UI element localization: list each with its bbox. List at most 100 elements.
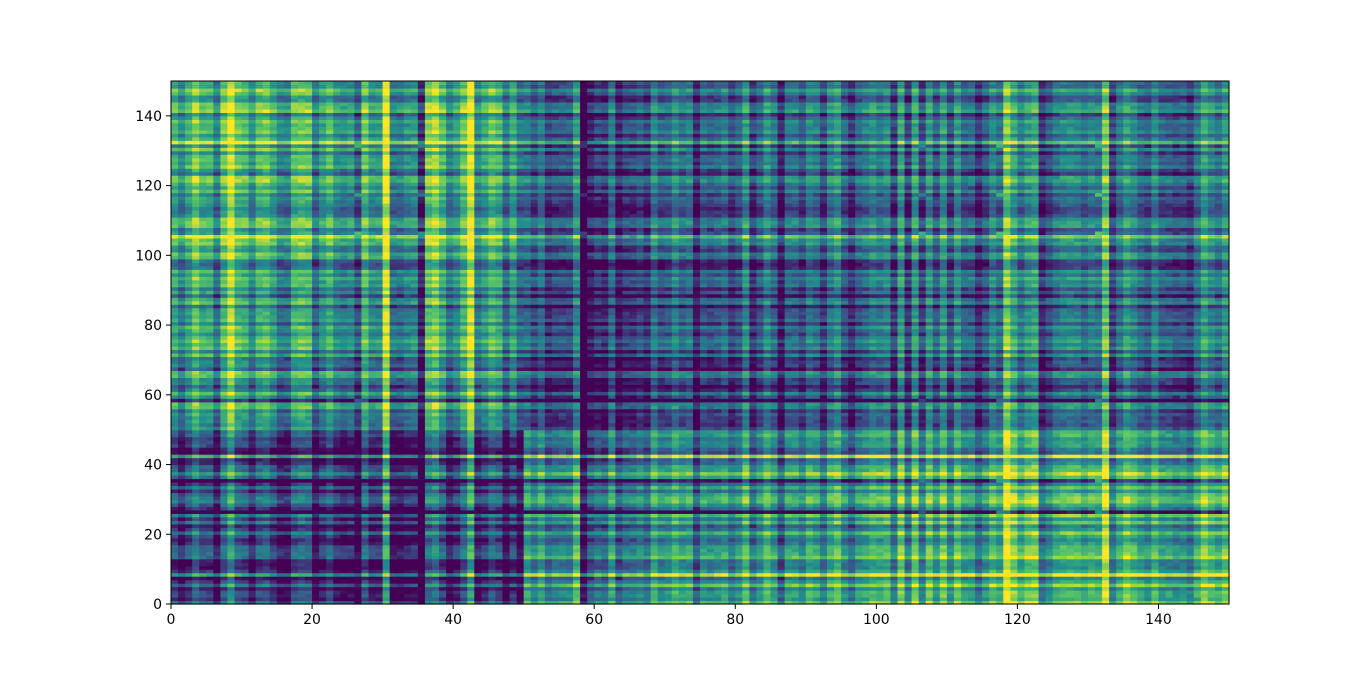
- heatmap-cell: [890, 534, 898, 538]
- heatmap-cell: [397, 513, 405, 517]
- heatmap-cell: [799, 569, 807, 573]
- heatmap-cell: [284, 489, 292, 493]
- heatmap-cell: [481, 541, 489, 545]
- heatmap-cell: [390, 538, 398, 542]
- heatmap-cell: [728, 489, 736, 493]
- heatmap-cell: [390, 566, 398, 570]
- heatmap-cell: [312, 489, 320, 493]
- heatmap-cell: [580, 492, 588, 496]
- heatmap-cell: [305, 573, 313, 577]
- heatmap-cell: [587, 583, 595, 587]
- heatmap-cell: [333, 587, 341, 591]
- heatmap-cell: [531, 531, 539, 535]
- heatmap-cell: [841, 541, 849, 545]
- heatmap-cell: [277, 527, 285, 531]
- heatmap-cell: [249, 492, 257, 496]
- heatmap-cell: [1102, 520, 1110, 524]
- heatmap-cell: [510, 513, 518, 517]
- heatmap-cell: [326, 545, 334, 549]
- heatmap-cell: [742, 583, 750, 587]
- heatmap-cell: [580, 499, 588, 503]
- heatmap-cell: [1130, 506, 1138, 510]
- heatmap-cell: [1194, 576, 1202, 580]
- heatmap-cell: [905, 538, 913, 542]
- heatmap-cell: [503, 517, 511, 521]
- heatmap-cell: [263, 513, 271, 517]
- heatmap-cell: [305, 594, 313, 598]
- heatmap-cell: [460, 496, 468, 500]
- heatmap-cell: [305, 555, 313, 559]
- heatmap-cell: [883, 524, 891, 528]
- heatmap-cell: [340, 534, 348, 538]
- heatmap-cell: [1201, 524, 1209, 528]
- heatmap-cell: [968, 524, 976, 528]
- heatmap-cell: [658, 555, 666, 559]
- heatmap-cell: [848, 566, 856, 570]
- heatmap-cell: [1123, 527, 1131, 531]
- heatmap-cell: [340, 569, 348, 573]
- heatmap-cell: [220, 587, 228, 591]
- heatmap-cell: [1151, 541, 1159, 545]
- heatmap-cell: [1194, 503, 1202, 507]
- heatmap-cell: [566, 587, 574, 591]
- heatmap-cell: [1010, 587, 1018, 591]
- heatmap-cell: [411, 510, 419, 514]
- heatmap-cell: [566, 569, 574, 573]
- heatmap-cell: [1201, 538, 1209, 542]
- heatmap-cell: [608, 548, 616, 552]
- heatmap-cell: [249, 520, 257, 524]
- heatmap-cell: [954, 555, 962, 559]
- heatmap-cell: [1166, 510, 1174, 514]
- heatmap-cell: [206, 496, 214, 500]
- heatmap-cell: [439, 597, 447, 601]
- heatmap-cell: [439, 541, 447, 545]
- heatmap-cell: [361, 569, 369, 573]
- heatmap-cell: [707, 562, 715, 566]
- heatmap-cell: [1215, 492, 1223, 496]
- heatmap-cell: [1222, 580, 1230, 584]
- heatmap-cell: [961, 569, 969, 573]
- heatmap-cell: [1010, 531, 1018, 535]
- heatmap-cell: [347, 587, 355, 591]
- heatmap-cell: [495, 587, 503, 591]
- heatmap-cell: [495, 562, 503, 566]
- heatmap-cell: [517, 534, 525, 538]
- heatmap-cell: [813, 562, 821, 566]
- heatmap-cell: [658, 489, 666, 493]
- heatmap-cell: [524, 555, 532, 559]
- heatmap-cell: [665, 527, 673, 531]
- heatmap-cell: [1158, 520, 1166, 524]
- heatmap-cell: [1194, 524, 1202, 528]
- heatmap-cell: [270, 489, 278, 493]
- heatmap-cell: [961, 506, 969, 510]
- heatmap-cell: [1003, 538, 1011, 542]
- heatmap-cell: [947, 566, 955, 570]
- heatmap-cell: [841, 552, 849, 556]
- heatmap-cell: [460, 569, 468, 573]
- heatmap-cell: [1187, 597, 1195, 601]
- heatmap-cell: [1222, 594, 1230, 598]
- heatmap-cell: [912, 499, 920, 503]
- heatmap-cell: [178, 492, 186, 496]
- heatmap-cell: [354, 513, 362, 517]
- heatmap-cell: [376, 524, 384, 528]
- heatmap-cell: [982, 499, 990, 503]
- heatmap-cell: [1173, 524, 1181, 528]
- heatmap-cell: [594, 503, 602, 507]
- heatmap-cell: [721, 559, 729, 563]
- heatmap-cell: [778, 548, 786, 552]
- heatmap-cell: [785, 538, 793, 542]
- heatmap-cell: [1032, 594, 1040, 598]
- heatmap-cell: [1074, 513, 1082, 517]
- heatmap-cell: [785, 492, 793, 496]
- heatmap-cell: [277, 503, 285, 507]
- heatmap-cell: [637, 580, 645, 584]
- heatmap-cell: [1032, 510, 1040, 514]
- heatmap-cell: [749, 492, 757, 496]
- heatmap-cell: [333, 527, 341, 531]
- heatmap-cell: [1201, 503, 1209, 507]
- heatmap-cell: [1039, 545, 1047, 549]
- heatmap-cell: [1158, 587, 1166, 591]
- heatmap-cell: [827, 538, 835, 542]
- heatmap-cell: [749, 496, 757, 500]
